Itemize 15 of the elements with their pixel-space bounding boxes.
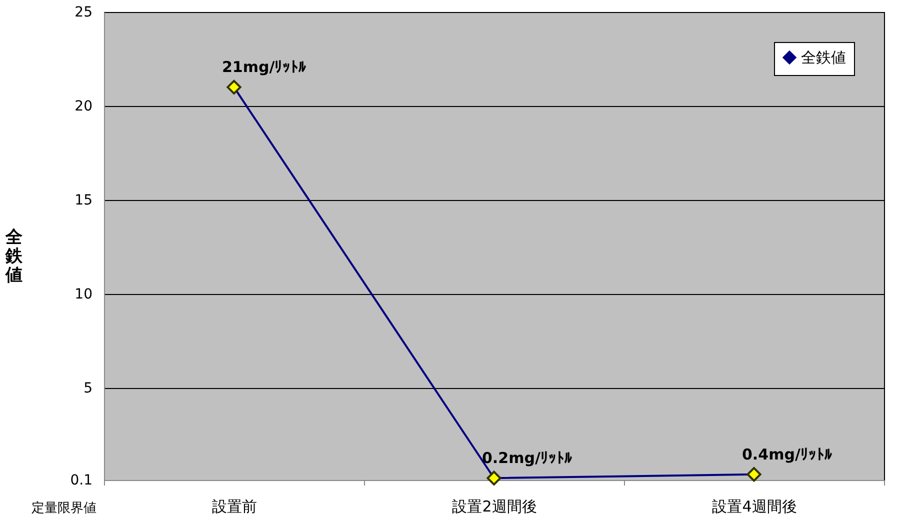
legend-label: 全鉄値	[801, 48, 846, 66]
data-label: 21mg/ﾘｯﾄﾙ	[222, 58, 307, 76]
y-tick-label: 0.1	[70, 472, 92, 488]
x-tick-label: 設置2週間後	[452, 498, 537, 516]
data-label: 0.2mg/ﾘｯﾄﾙ	[482, 449, 572, 468]
data-label: 0.4mg/ﾘｯﾄﾙ	[742, 445, 832, 464]
text: 定量限界値	[32, 501, 96, 516]
x-tick-label: 設置4週間後	[712, 498, 797, 516]
y-tick-label: 5	[84, 380, 92, 396]
y-tick-label: 20	[74, 98, 92, 114]
y-axis-title: 全鉄値	[4, 228, 24, 286]
y-tick-label: 10	[74, 286, 92, 302]
y-tick-label: 15	[74, 192, 92, 208]
y-tick-label: 25	[74, 4, 92, 20]
x-tick-label: 設置前	[212, 498, 257, 516]
